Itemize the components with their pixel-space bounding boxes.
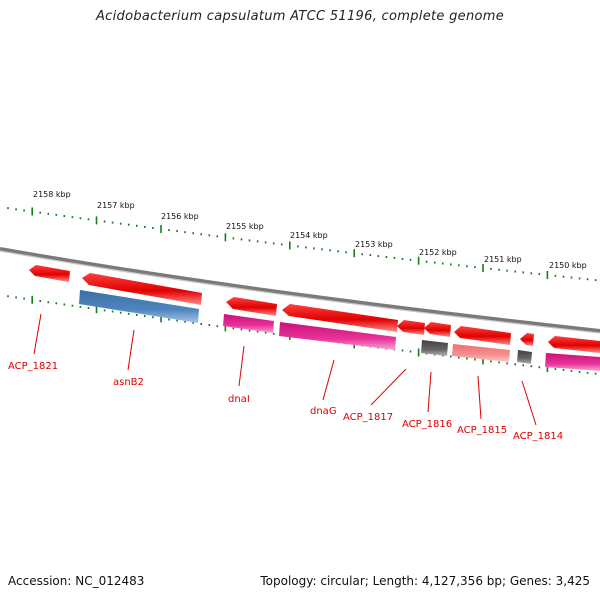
gene-label-asnb2[interactable]: asnB2 — [113, 377, 144, 388]
ruler-label-2150: 2150 kbp — [549, 261, 587, 270]
cds-block-dnai[interactable] — [223, 314, 274, 333]
ruler-ticks-outer — [7, 207, 597, 282]
gene-arrow-next[interactable] — [548, 336, 600, 353]
leader-dnag — [322, 359, 335, 401]
gene-arrow-dnai[interactable] — [226, 297, 277, 316]
gene-arrow-acp-1815[interactable] — [454, 326, 511, 345]
gene-arrows — [29, 265, 600, 353]
leader-acp-1814 — [521, 380, 537, 426]
gene-label-acp-1814[interactable]: ACP_1814 — [513, 431, 563, 442]
label-leaders — [33, 313, 537, 426]
cds-block-asnb2[interactable] — [79, 290, 199, 323]
gene-label-acp-1815[interactable]: ACP_1815 — [457, 425, 507, 436]
ruler-label-2155: 2155 kbp — [226, 222, 264, 231]
leader-asnb2 — [127, 329, 135, 371]
gene-arrow-acp-1817[interactable] — [397, 320, 425, 335]
gene-label-dnag[interactable]: dnaG — [310, 406, 337, 417]
leader-acp-1815 — [477, 375, 482, 420]
cds-block-dnag[interactable] — [279, 322, 396, 350]
genome-summary-text: Topology: circular; Length: 4,127,356 bp… — [260, 574, 590, 588]
ruler-label-2158: 2158 kbp — [33, 190, 71, 199]
leader-acp-1817 — [370, 368, 407, 406]
gene-arrow-acp-1816[interactable] — [424, 322, 451, 337]
leader-dnai — [238, 345, 245, 387]
map-title: Acidobacterium capsulatum ATCC 51196, co… — [95, 9, 505, 24]
accession-text: Accession: NC_012483 — [8, 574, 145, 588]
ruler-label-2151: 2151 kbp — [484, 255, 522, 264]
gene-arrow-acp-1821[interactable] — [29, 265, 70, 282]
ruler-label-2152: 2152 kbp — [419, 248, 457, 257]
ruler-label-2156: 2156 kbp — [161, 212, 199, 221]
gene-label-dnai[interactable]: dnaI — [228, 394, 250, 405]
genome-backbone — [0, 247, 600, 333]
gene-label-acp-1821[interactable]: ACP_1821 — [8, 361, 58, 372]
gene-arrow-asnb2[interactable] — [82, 273, 202, 305]
cds-block-next[interactable] — [545, 353, 600, 371]
cds-blocks — [79, 290, 600, 371]
cds-block-acp-1815[interactable] — [452, 344, 510, 362]
cds-block-acp-1816[interactable] — [421, 340, 448, 356]
gene-arrow-acp-1814[interactable] — [520, 333, 534, 346]
ruler-label-2154: 2154 kbp — [290, 231, 328, 240]
cds-block-acp-1814[interactable] — [517, 350, 532, 364]
ruler-label-2153: 2153 kbp — [355, 240, 393, 249]
gene-label-acp-1816[interactable]: ACP_1816 — [402, 419, 452, 430]
gene-label-acp-1817[interactable]: ACP_1817 — [343, 412, 393, 423]
leader-acp-1821 — [33, 313, 42, 355]
genome-backbone-highlight — [0, 250, 600, 334]
gene-arrow-dnag[interactable] — [282, 304, 398, 332]
leader-acp-1816 — [427, 371, 432, 413]
ruler-label-2157: 2157 kbp — [97, 201, 135, 210]
